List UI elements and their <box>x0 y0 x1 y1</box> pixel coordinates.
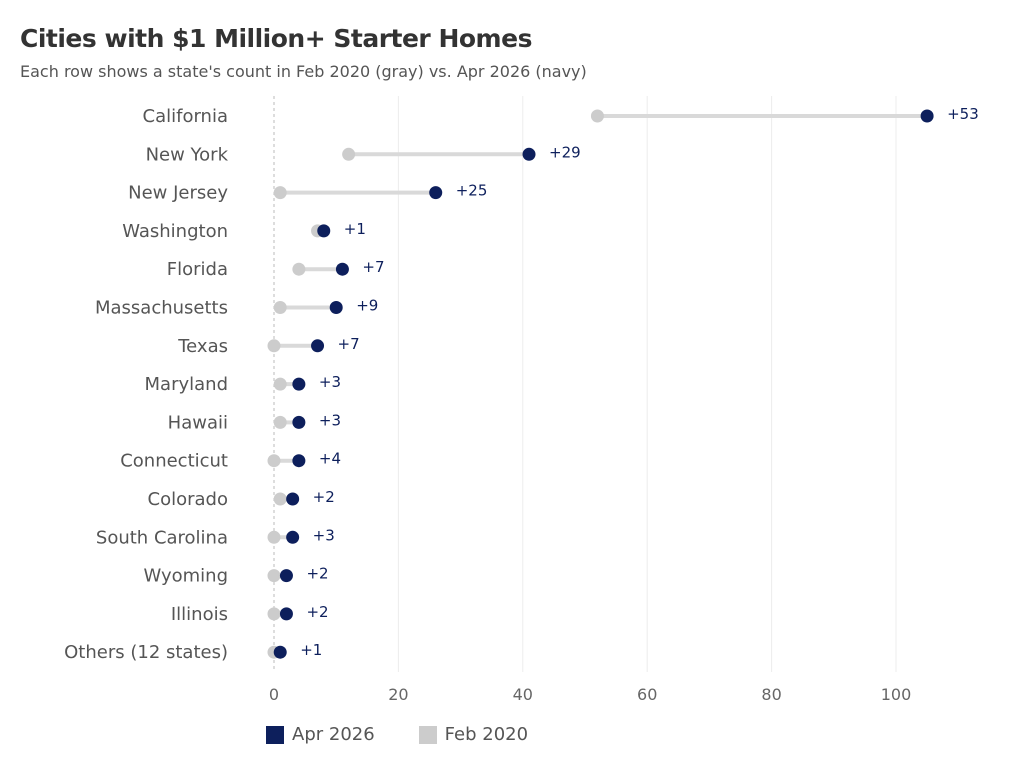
point-feb-2020 <box>590 109 604 123</box>
delta-label: +3 <box>319 411 341 429</box>
point-feb-2020 <box>342 147 356 161</box>
point-apr-2026 <box>920 109 934 123</box>
point-feb-2020 <box>273 415 287 429</box>
category-label: Wyoming <box>143 566 228 587</box>
category-label: Maryland <box>145 374 228 395</box>
delta-label: +2 <box>306 603 328 621</box>
delta-label: +9 <box>356 297 378 315</box>
category-label: New Jersey <box>128 183 228 204</box>
category-label: Florida <box>167 259 228 280</box>
point-feb-2020 <box>267 530 281 544</box>
point-apr-2026 <box>273 645 287 659</box>
legend-swatch-navy <box>266 725 284 744</box>
x-tick-label: 0 <box>269 685 279 704</box>
legend-label-feb-2020: Feb 2020 <box>444 724 529 745</box>
point-apr-2026 <box>279 569 293 583</box>
point-feb-2020 <box>273 186 287 200</box>
point-apr-2026 <box>522 147 536 161</box>
label-layer: 0 20 40 60 80 100 California +53 New York +29 New … <box>64 105 979 704</box>
point-feb-2020 <box>273 377 287 391</box>
point-apr-2026 <box>429 186 443 200</box>
delta-label: +53 <box>947 105 979 123</box>
point-feb-2020 <box>267 569 281 583</box>
delta-label: +7 <box>338 335 360 353</box>
category-label: Massachusetts <box>95 298 228 319</box>
delta-label: +3 <box>313 526 335 544</box>
point-feb-2020 <box>273 301 287 314</box>
x-tick-label: 20 <box>388 685 408 704</box>
point-feb-2020 <box>267 607 281 621</box>
category-label: South Carolina <box>96 527 228 548</box>
chart-subtitle: Each row shows a state's count in Feb 20… <box>20 62 587 81</box>
point-apr-2026 <box>286 492 300 506</box>
point-apr-2026 <box>292 454 306 468</box>
category-label: Washington <box>122 221 228 242</box>
delta-label: +25 <box>456 182 488 200</box>
legend-item-feb-2020: Feb 2020 <box>418 724 529 745</box>
point-apr-2026 <box>292 415 306 429</box>
point-feb-2020 <box>267 454 281 468</box>
delta-label: +2 <box>306 565 328 583</box>
point-apr-2026 <box>311 339 325 353</box>
point-feb-2020 <box>273 492 287 506</box>
grid-layer <box>273 96 897 672</box>
point-apr-2026 <box>279 607 293 621</box>
category-label: Colorado <box>148 489 228 510</box>
category-label: Hawaii <box>168 412 228 433</box>
legend-swatch-gray <box>418 725 437 744</box>
delta-label: +29 <box>549 143 581 161</box>
point-layer <box>267 109 934 659</box>
delta-label: +3 <box>319 373 341 391</box>
x-tick-label: 100 <box>881 685 912 704</box>
point-feb-2020 <box>292 262 306 276</box>
legend-item-apr-2026: Apr 2026 <box>266 724 375 745</box>
category-label: California <box>143 106 228 127</box>
point-apr-2026 <box>335 262 349 276</box>
legend-label-apr-2026: Apr 2026 <box>292 724 375 745</box>
delta-label: +2 <box>313 488 335 506</box>
category-label: New York <box>146 144 229 165</box>
point-apr-2026 <box>292 377 306 391</box>
point-apr-2026 <box>286 530 300 544</box>
point-feb-2020 <box>267 339 281 353</box>
category-label: Others (12 states) <box>64 642 228 663</box>
x-tick-label: 80 <box>761 685 781 704</box>
category-label: Texas <box>177 336 228 357</box>
connector-layer <box>272 114 930 655</box>
category-label: Illinois <box>171 604 228 625</box>
delta-label: +7 <box>362 258 384 276</box>
x-tick-label: 40 <box>513 685 533 704</box>
category-label: Connecticut <box>120 451 228 472</box>
legend: Apr 2026 Feb 2020 <box>266 724 528 745</box>
point-apr-2026 <box>317 224 331 238</box>
x-tick-label: 60 <box>637 685 657 704</box>
point-apr-2026 <box>329 301 343 314</box>
delta-label: +4 <box>319 450 341 468</box>
chart-title: Cities with $1 Million+ Starter Homes <box>20 24 532 53</box>
delta-label: +1 <box>300 641 322 659</box>
delta-label: +1 <box>344 220 366 238</box>
